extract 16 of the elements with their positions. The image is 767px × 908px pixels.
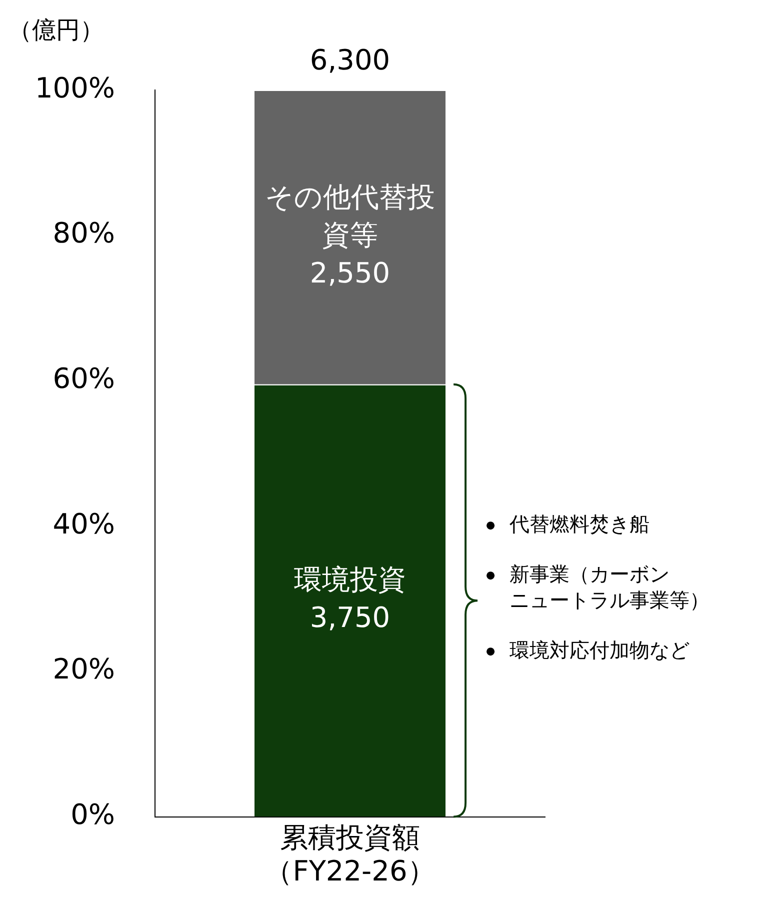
y-tick-label: 40%: [52, 507, 115, 540]
y-tick-label: 60%: [52, 362, 115, 395]
text: （億円）: [8, 16, 104, 44]
series-label: その他代替投資等: [265, 180, 435, 252]
y-tick-label: 20%: [52, 652, 115, 686]
text: 新事業（カーボンニュートラル事業等）: [510, 562, 710, 612]
series-label: 環境投資: [294, 562, 406, 596]
text: 代替燃料焚き船: [508, 512, 650, 536]
x-tick-label: 累積投資額（FY22-26）: [264, 820, 436, 888]
y-tick-label: 80%: [52, 216, 115, 250]
annotation: 6,300: [310, 43, 390, 76]
annotation: 3,750: [310, 600, 390, 634]
y-tick-label: 0%: [70, 798, 115, 832]
text: 環境対応付加物など: [510, 638, 690, 662]
y-tick-label: 100%: [34, 71, 115, 104]
annotation: 2,550: [310, 256, 390, 290]
